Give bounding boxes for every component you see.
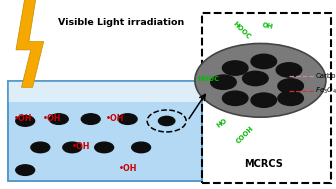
Circle shape [278,79,303,93]
Circle shape [211,75,236,89]
Circle shape [251,54,277,69]
Text: •OH: •OH [72,142,91,151]
Circle shape [118,114,137,124]
Circle shape [31,142,50,153]
Circle shape [49,114,68,124]
Circle shape [81,114,100,124]
Text: HOOC: HOOC [197,76,219,82]
Text: •OH: •OH [43,114,61,123]
Text: •OH: •OH [13,114,32,123]
Circle shape [16,116,35,126]
Circle shape [222,61,248,75]
Text: MCRCS: MCRCS [244,160,283,169]
Circle shape [132,142,151,153]
Text: HO: HO [215,117,228,129]
Circle shape [195,43,326,117]
Bar [202,13,331,183]
Bar [8,81,202,181]
Circle shape [222,91,248,105]
Circle shape [16,165,35,175]
Circle shape [276,63,302,77]
Text: HOOC: HOOC [232,20,252,40]
Text: Visible Light irradiation: Visible Light irradiation [58,18,184,27]
Circle shape [243,71,268,86]
Text: COOH: COOH [236,125,255,145]
Circle shape [278,91,303,105]
Circle shape [63,142,82,153]
Text: $Fe_3O_4$: $Fe_3O_4$ [315,86,336,96]
Circle shape [159,116,175,125]
Polygon shape [16,0,44,87]
Text: OH: OH [261,22,273,30]
Bar [8,81,202,181]
Circle shape [95,142,114,153]
Text: Carbon: Carbon [315,73,336,79]
Bar [8,81,202,102]
Text: •OH: •OH [106,114,124,123]
Circle shape [251,93,277,107]
Text: •OH: •OH [119,164,138,173]
